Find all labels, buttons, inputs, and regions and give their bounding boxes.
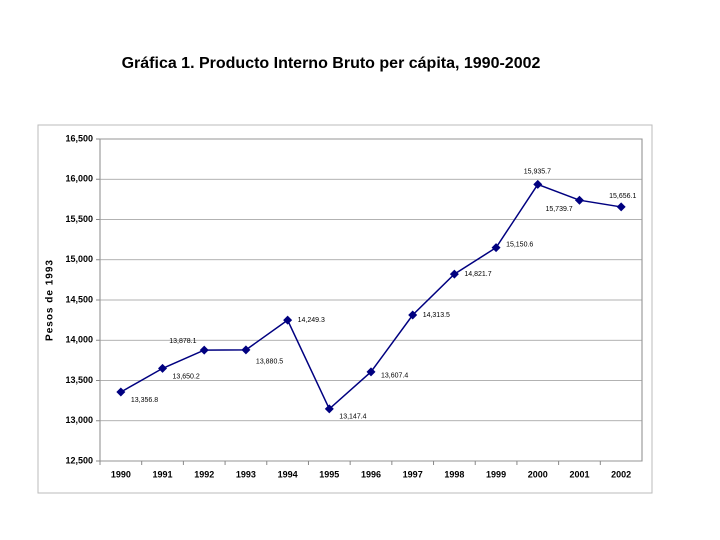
data-point [366,367,376,377]
x-tick-label: 1999 [486,469,506,479]
data-label: 13,356.8 [131,397,158,404]
data-point [574,195,584,205]
x-tick-label: 1992 [194,469,214,479]
x-tick-label: 1994 [278,469,298,479]
y-tick-label: 15,000 [65,254,93,264]
data-label: 15,739.7 [545,206,572,213]
data-label: 13,607.4 [381,373,408,380]
x-tick-label: 1990 [111,469,131,479]
data-point [158,363,168,373]
data-label: 15,935.7 [524,168,551,175]
data-label: 13,650.2 [173,373,200,380]
y-tick-label: 16,000 [65,174,93,184]
y-tick-label: 14,500 [65,294,93,304]
data-label: 14,313.5 [423,312,450,319]
x-tick-label: 1997 [403,469,423,479]
x-tick-label: 1995 [319,469,339,479]
y-axis-label: Pesos de 1993 [45,259,56,341]
chart-title: Gráfica 1. Producto Interno Bruto per cá… [122,55,541,72]
y-tick-label: 16,500 [65,133,93,143]
x-tick-label: 2000 [528,469,548,479]
data-point [241,345,251,355]
data-label: 14,249.3 [298,317,325,324]
data-label: 13,880.5 [256,359,283,366]
data-label: 15,150.6 [506,241,533,248]
data-label: 13,147.4 [339,414,366,421]
x-tick-label: 2001 [569,469,589,479]
data-label: 15,656.1 [609,193,636,200]
data-point [116,387,126,397]
y-tick-label: 12,500 [65,455,93,465]
x-tick-label: 1998 [444,469,464,479]
x-tick-label: 1993 [236,469,256,479]
data-point [616,202,626,212]
data-point [199,345,209,355]
x-tick-label: 2002 [611,469,631,479]
y-tick-label: 14,000 [65,335,93,345]
data-label: 14,821.7 [464,271,491,278]
data-point [491,243,501,253]
y-tick-label: 15,500 [65,214,93,224]
x-tick-label: 1991 [153,469,173,479]
data-point [533,179,543,189]
y-tick-label: 13,500 [65,375,93,385]
x-tick-label: 1996 [361,469,381,479]
data-point [449,269,459,279]
data-point [408,310,418,320]
y-tick-label: 13,000 [65,415,93,425]
data-label: 13,878.1 [169,338,196,345]
data-point [283,315,293,325]
data-point [324,404,334,414]
